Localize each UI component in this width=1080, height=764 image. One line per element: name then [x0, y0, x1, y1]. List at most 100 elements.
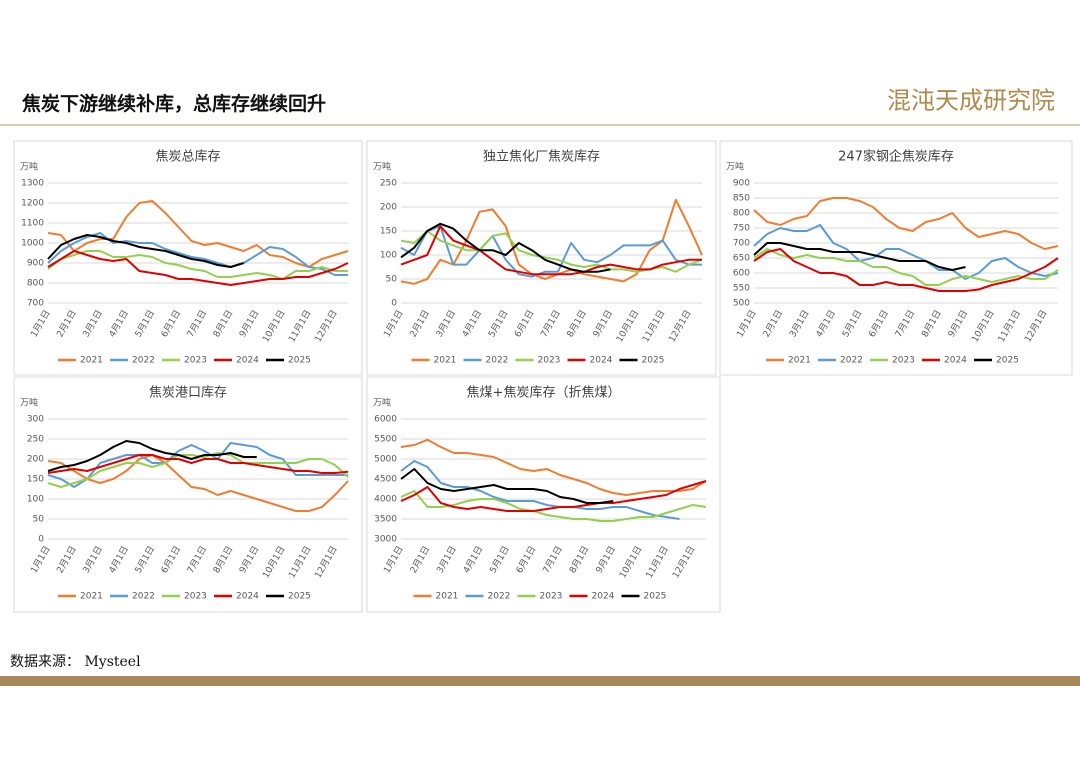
chart-panel: [13, 376, 363, 613]
legend-label: 2022: [840, 356, 863, 366]
series-line: [753, 224, 1059, 280]
y-tick-label: 900: [733, 179, 750, 189]
y-tick-label: 700: [733, 239, 750, 249]
series-line: [47, 440, 257, 472]
series-line: [47, 232, 348, 276]
y-tick-label: 4000: [374, 495, 397, 505]
legend-label: 2023: [184, 356, 207, 366]
y-tick-label: 150: [27, 475, 44, 485]
series-line: [400, 222, 611, 273]
legend-label: 2024: [590, 356, 613, 366]
legend-label: 2024: [236, 592, 259, 602]
y-axis-label: 万吨: [726, 161, 744, 173]
footer-bar: [0, 676, 1080, 686]
y-tick-label: 850: [733, 194, 750, 204]
y-tick-label: 750: [733, 224, 750, 234]
legend-label: 2023: [540, 592, 563, 602]
series-line: [47, 442, 348, 488]
series-line: [47, 250, 348, 280]
y-tick-label: 3000: [374, 535, 397, 545]
y-axis-label: 万吨: [373, 161, 391, 173]
y-tick-label: 550: [733, 284, 750, 294]
y-tick-label: 800: [27, 279, 44, 289]
y-tick-label: 1100: [21, 219, 44, 229]
y-tick-label: 100: [380, 251, 397, 261]
legend-label: 2022: [488, 592, 511, 602]
series-line: [400, 225, 702, 276]
series-line: [400, 460, 680, 520]
series-line: [47, 250, 349, 286]
legend-label: 2024: [944, 356, 967, 366]
y-tick-label: 250: [27, 435, 44, 445]
y-tick-label: 200: [27, 455, 44, 465]
legend-label: 2025: [288, 592, 311, 602]
legend-label: 2023: [538, 356, 561, 366]
y-tick-label: 800: [733, 209, 750, 219]
legend-label: 2021: [80, 356, 103, 366]
y-tick-label: 50: [33, 515, 45, 525]
y-tick-label: 1200: [21, 199, 44, 209]
series-line: [753, 248, 1059, 292]
legend-label: 2023: [892, 356, 915, 366]
series-line: [400, 198, 703, 285]
chart-title: 247家钢企焦炭库存: [838, 149, 954, 165]
legend-label: 2024: [236, 356, 259, 366]
series-line: [400, 468, 614, 504]
y-tick-label: 700: [27, 299, 44, 309]
chart-title: 焦炭港口库存: [149, 385, 227, 401]
y-tick-label: 3500: [374, 515, 397, 525]
series-line: [400, 225, 702, 278]
y-tick-label: 900: [27, 259, 44, 269]
y-tick-label: 100: [27, 495, 44, 505]
y-tick-label: 250: [380, 179, 397, 189]
legend-label: 2022: [486, 356, 509, 366]
series-line: [47, 454, 349, 512]
y-tick-label: 300: [27, 415, 44, 425]
y-axis-label: 万吨: [20, 161, 38, 173]
chart-panel: [366, 376, 721, 613]
legend-label: 2023: [184, 592, 207, 602]
legend-label: 2021: [788, 356, 811, 366]
legend-label: 2021: [436, 592, 459, 602]
legend-label: 2025: [996, 356, 1019, 366]
series-line: [400, 480, 707, 512]
series-line: [400, 438, 707, 496]
y-tick-label: 4500: [374, 475, 397, 485]
y-tick-label: 500: [733, 299, 750, 309]
y-axis-label: 万吨: [373, 397, 391, 409]
y-tick-label: 650: [733, 254, 750, 264]
legend-label: 2025: [288, 356, 311, 366]
chart-title: 焦炭总库存: [155, 149, 220, 165]
series-line: [47, 200, 349, 268]
series-line: [753, 242, 966, 271]
y-tick-label: 150: [380, 227, 397, 237]
legend-label: 2022: [132, 592, 155, 602]
series-line: [47, 454, 349, 474]
logo: 混沌天成研究院: [887, 87, 1055, 115]
legend-label: 2022: [132, 356, 155, 366]
series-line: [753, 248, 1059, 286]
y-tick-label: 50: [386, 275, 398, 285]
series-line: [47, 234, 244, 268]
y-tick-label: 600: [733, 269, 750, 279]
legend-label: 2021: [80, 592, 103, 602]
legend-label: 2025: [644, 592, 667, 602]
source: 数据来源： Mysteel: [10, 654, 141, 670]
legend-label: 2021: [434, 356, 457, 366]
y-tick-label: 5500: [374, 435, 397, 445]
legend-label: 2024: [592, 592, 615, 602]
y-tick-label: 200: [380, 203, 397, 213]
y-tick-label: 1300: [21, 179, 44, 189]
slide-title: 焦炭下游继续补库，总库存继续回升: [21, 92, 326, 115]
legend-label: 2025: [642, 356, 665, 366]
chart-title: 独立焦化厂焦炭库存: [483, 149, 600, 165]
y-axis-label: 万吨: [20, 397, 38, 409]
chart-title: 焦煤+焦炭库存（折焦煤）: [467, 385, 621, 401]
y-tick-label: 1000: [21, 239, 44, 249]
y-tick-label: 6000: [374, 415, 397, 425]
series-line: [753, 197, 1059, 250]
y-tick-label: 0: [38, 535, 44, 545]
y-tick-label: 5000: [374, 455, 397, 465]
y-tick-label: 0: [391, 299, 397, 309]
